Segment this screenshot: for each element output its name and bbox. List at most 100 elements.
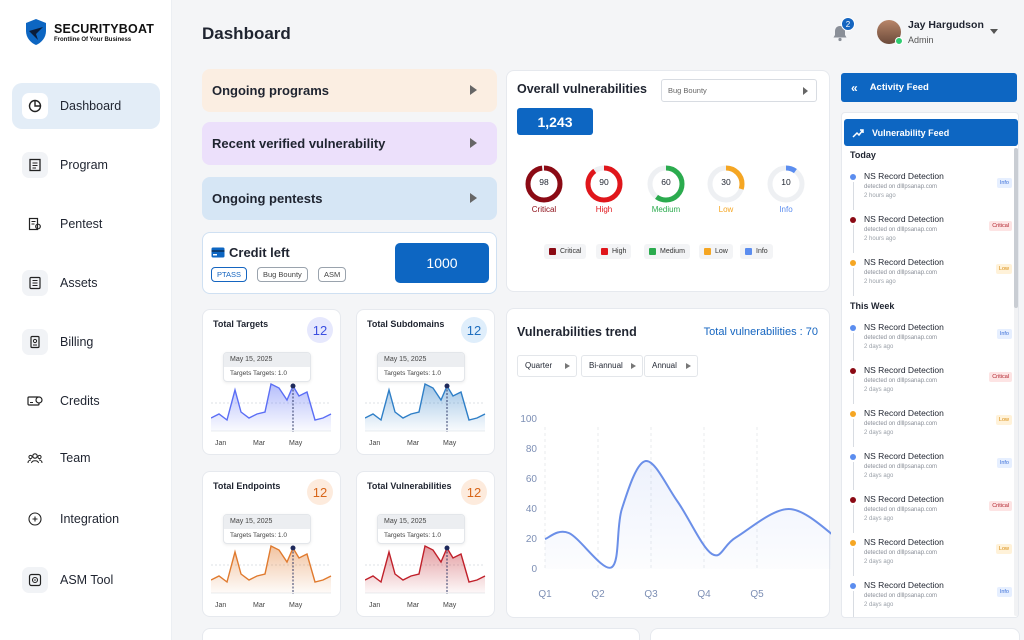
mini-card-count: 12 [307,479,333,505]
timeline-line [852,505,854,533]
sidebar-item-label: Program [60,158,108,172]
ongoing-programs-card[interactable]: Ongoing programs [202,69,497,112]
chart-pie-icon [22,93,48,119]
sidebar-item-program[interactable]: Program [12,142,160,188]
sidebar-item-team[interactable]: Team [12,435,160,481]
activity-feed-header[interactable]: « Activity Feed [841,73,1017,102]
feed-item[interactable]: NS Record Detection detected on dlllpsana… [848,407,1012,447]
feed-item-title: NS Record Detection [864,580,944,590]
feed-item-title: NS Record Detection [864,322,944,332]
total-targets-card: Total Targets 12 May 15, 2025 Targets Tar… [202,309,341,455]
card-label: Ongoing pentests [212,191,323,206]
timeline-line [852,376,854,404]
donut-value: 90 [599,177,609,187]
chevron-down-icon[interactable] [990,29,998,34]
severity-donut-info: 10 Info [766,164,806,214]
legend-item-medium[interactable]: Medium [644,244,690,259]
integration-icon [22,506,48,532]
brand-logo[interactable]: SECURITYBOAT Frontline Of Your Business [24,18,154,46]
sidebar-item-credits[interactable]: Credits [12,378,160,424]
feed-item[interactable]: NS Record Detection detected on dlllpsana… [848,321,1012,361]
sidebar-item-integration[interactable]: Integration [12,496,160,542]
feed-item-subtitle: detected on dlllpsanap.com [864,335,938,341]
x-tick-label: Q5 [750,589,764,600]
feed-scrollbar[interactable] [1014,148,1018,616]
donut-label: Info [779,205,793,214]
select-value: Bug Bounty [668,86,707,95]
x-tick-label: May [289,440,303,447]
feed-item-subtitle: detected on dlllpsanap.com [864,184,938,190]
sidebar-item-label: Dashboard [60,99,122,113]
bottom-card [202,628,640,640]
feed-item[interactable]: NS Record Detection detected on dlllpsana… [848,256,1012,296]
severity-badge: Info [996,587,1012,597]
sidebar-item-asm-tool[interactable]: ASM Tool [12,557,160,603]
user-menu[interactable]: Jay Hargudson Admin [877,19,984,45]
sidebar-item-dashboard[interactable]: Dashboard [12,83,160,129]
legend-swatch [549,248,556,255]
timeline-line [852,225,854,253]
donut-value: 60 [661,177,671,187]
chart-tooltip: May 15, 2025 Targets Targets: 1.0 [223,352,311,382]
feed-item-title: NS Record Detection [864,171,944,181]
legend-item-low[interactable]: Low [699,244,733,259]
donut-label: Low [718,205,734,214]
legend-item-critical[interactable]: Critical [544,244,587,259]
feed-item[interactable]: NS Record Detection detected on dlllpsana… [848,536,1012,576]
severity-badge: Critical [989,372,1012,382]
shield-logo-icon [26,19,46,45]
feed-item[interactable]: NS Record Detection detected on dlllpsana… [848,493,1012,533]
mini-card-count: 12 [461,317,487,343]
feed-item-title: NS Record Detection [864,451,944,461]
ongoing-pentests-card[interactable]: Ongoing pentests [202,177,497,220]
total-endpoints-card: Total Endpoints 12 May 15, 2025 Targets T… [202,471,341,617]
feed-item[interactable]: NS Record Detection detected on dlllpsana… [848,213,1012,253]
program-type-select[interactable]: Bug Bounty [661,79,817,102]
card-label: Recent verified vulnerability [212,136,386,151]
feed-item[interactable]: NS Record Detection detected on dlllpsana… [848,579,1012,617]
legend-label: Low [715,248,728,255]
sidebar-item-billing[interactable]: Billing [12,319,160,365]
caret-right-icon [565,363,570,369]
feed-item[interactable]: NS Record Detection detected on dlllpsana… [848,364,1012,404]
active-point [444,383,450,389]
sparkline-chart [365,382,486,432]
quarter-button[interactable]: Quarter [517,355,577,377]
chart-tooltip: May 15, 2025 Targets Targets: 1.0 [377,514,465,544]
legend-label: Critical [560,248,582,255]
donut-value: 10 [781,177,791,187]
feed-item[interactable]: NS Record Detection detected on dlllpsana… [848,170,1012,210]
tag-ptass[interactable]: PTASS [211,267,248,282]
x-tick-label: May [443,440,457,447]
x-tick-label: Q2 [591,589,605,600]
legend-item-info[interactable]: Info [740,244,773,259]
scrollbar-thumb[interactable] [1014,148,1018,308]
donut-arc [585,165,623,203]
donut-value: 30 [721,177,731,187]
sidebar-item-pentest[interactable]: Pentest [12,201,160,247]
play-arrow-icon [470,85,477,95]
sidebar-item-assets[interactable]: Assets [12,260,160,306]
timeline-line [852,591,854,617]
sparkline-area [365,546,485,593]
feed-item-subtitle: detected on dlllpsanap.com [864,593,938,599]
tag-asm[interactable]: ASM [318,267,347,282]
tag-bug-bounty[interactable]: Bug Bounty [257,267,308,282]
feed-item[interactable]: NS Record Detection detected on dlllpsana… [848,450,1012,490]
severity-badge: Critical [989,501,1012,511]
mini-card-count: 12 [307,317,333,343]
x-tick-label: Mar [253,440,266,447]
vulnerability-feed-header[interactable]: Vulnerability Feed [844,119,1018,146]
sparkline-area [211,384,331,431]
feed-item-subtitle: detected on dlllpsanap.com [864,550,938,556]
recent-verified-vulnerability-card[interactable]: Recent verified vulnerability [202,122,497,165]
double-chevron-left-icon: « [851,80,858,95]
sparkline-line [211,544,332,584]
annual-button[interactable]: Annual [644,355,698,377]
play-arrow-icon [470,138,477,148]
legend-item-high[interactable]: High [596,244,632,259]
x-tick-label: Mar [253,602,266,609]
bi-annual-button[interactable]: Bi-annual [581,355,643,377]
sparkline-chart [211,544,332,594]
y-tick-label: 0 [531,564,537,575]
